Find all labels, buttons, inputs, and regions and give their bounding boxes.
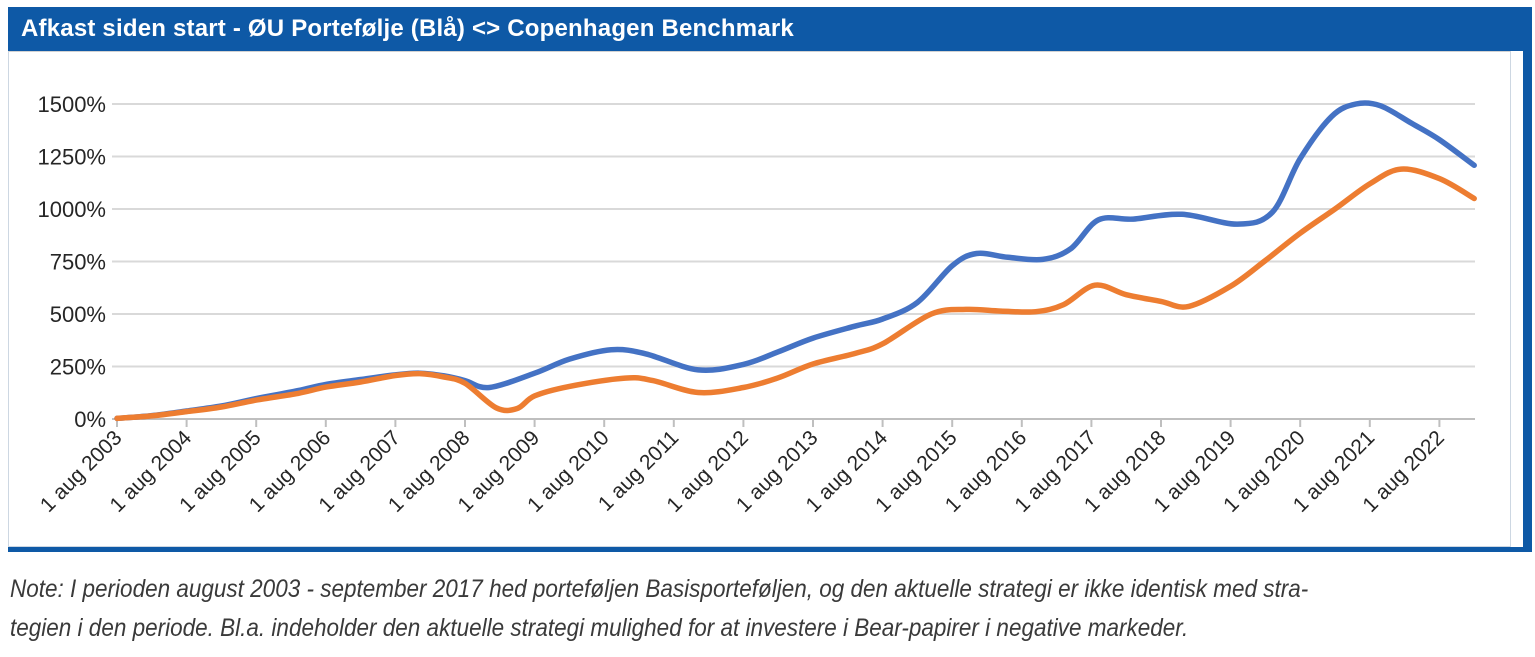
y-tick-label: 0% [74, 407, 106, 432]
chart-area: 0% 250% 500% 750% 1000% 1250% 1500% 1 aug 2003 1… [8, 51, 1511, 547]
y-tick-label: 1500% [37, 92, 106, 117]
line-chart: 0%250%500%750%1000%1250%1500%1 aug 20031… [36, 92, 1477, 517]
y-tick-label: 750% [50, 250, 106, 275]
y-tick-label: 500% [50, 302, 106, 327]
footnote: Note: I perioden august 2003 - september… [10, 570, 1522, 648]
y-tick-label: 1000% [37, 197, 106, 222]
footnote-line-1: Note: I perioden august 2003 - september… [10, 575, 1309, 603]
series-line-benchmark [114, 166, 1477, 422]
y-tick-label: 1250% [37, 145, 106, 170]
footnote-line-2: tegien i den periode. Bl.a. indeholder d… [10, 614, 1189, 642]
chart-title-bar: Afkast siden start - ØU Portefølje (Blå)… [8, 7, 1523, 51]
y-tick-label: 250% [50, 355, 106, 380]
chart-title: Afkast siden start - ØU Portefølje (Blå)… [21, 15, 794, 42]
performance-chart-panel: Afkast siden start - ØU Portefølje (Blå)… [8, 7, 1532, 552]
